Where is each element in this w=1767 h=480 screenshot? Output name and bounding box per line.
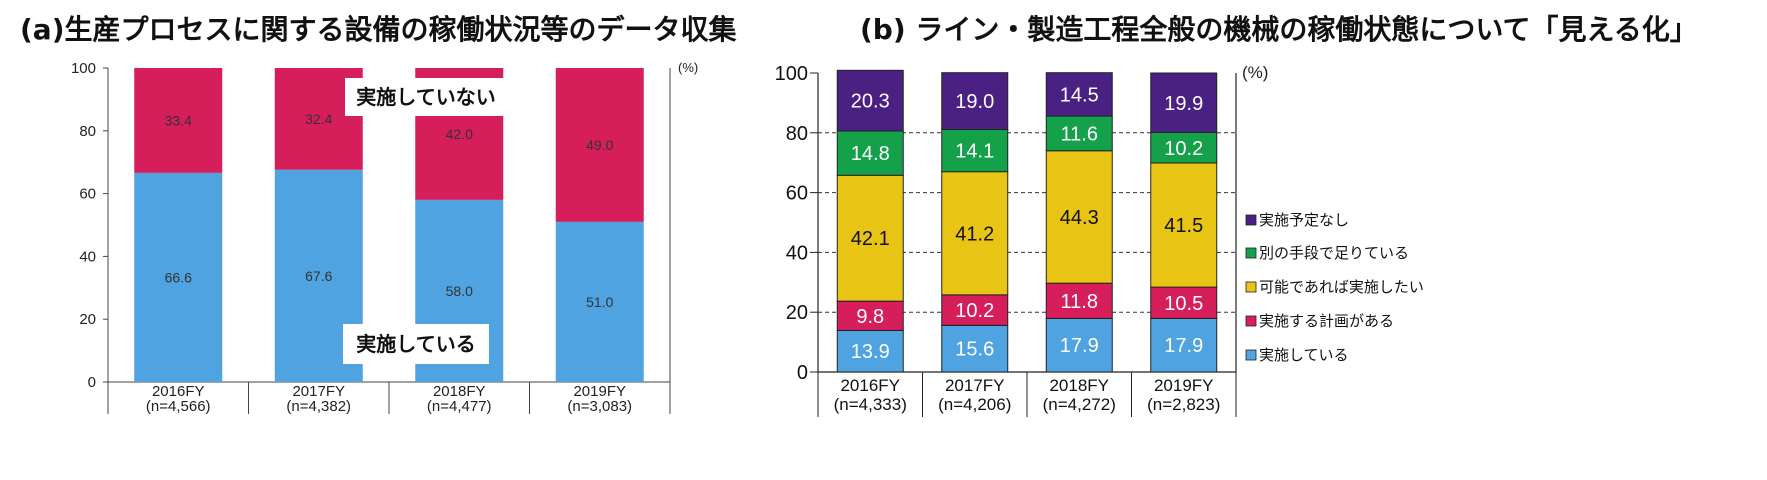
data-label: 67.6 bbox=[305, 268, 332, 284]
sample-size-label: (n=4,382) bbox=[286, 398, 351, 415]
bar-segment bbox=[836, 69, 904, 132]
data-label: 19.0 bbox=[955, 91, 994, 113]
category-label: 2018FY bbox=[433, 383, 486, 400]
category-label: 2016FY bbox=[840, 376, 900, 395]
category-label: 2019FY bbox=[573, 383, 626, 400]
y-tick-label: 60 bbox=[786, 183, 808, 205]
data-label: 10.5 bbox=[1164, 293, 1203, 315]
callout-box-not-implemented bbox=[345, 78, 507, 116]
unit-label: (%) bbox=[678, 60, 698, 75]
bar-segment bbox=[555, 68, 644, 222]
data-label: 49.0 bbox=[586, 137, 613, 153]
data-label: 11.6 bbox=[1061, 123, 1098, 145]
sample-size-label: (n=4,206) bbox=[938, 395, 1011, 414]
data-label: 32.4 bbox=[305, 111, 332, 127]
bar-segment bbox=[941, 72, 1009, 131]
legend-label: 別の手段で足りている bbox=[1259, 244, 1409, 262]
y-tick-label: 80 bbox=[79, 123, 96, 140]
y-tick-label: 60 bbox=[79, 186, 96, 203]
y-tick-label: 100 bbox=[71, 60, 96, 77]
category-label: 2018FY bbox=[1049, 376, 1109, 395]
category-label: 2017FY bbox=[292, 383, 345, 400]
y-tick-label: 40 bbox=[786, 242, 808, 264]
bar-segment bbox=[836, 130, 904, 176]
data-label: 15.6 bbox=[955, 339, 994, 361]
legend-swatch bbox=[1245, 315, 1257, 327]
legend-label: 可能であれば実施したい bbox=[1259, 278, 1424, 296]
data-label: 10.2 bbox=[955, 300, 994, 322]
unit-label: (%) bbox=[1242, 63, 1268, 82]
chart-a: 0 20 40 60 80 100 (%) 66.6 33.4 2016FY(n=4,566) 67… bbox=[71, 60, 698, 415]
data-label: 41.5 bbox=[1164, 215, 1203, 237]
data-label: 10.2 bbox=[1164, 138, 1203, 160]
data-label: 51.0 bbox=[586, 294, 613, 310]
data-label: 13.9 bbox=[851, 341, 890, 363]
bar-segment bbox=[836, 300, 904, 331]
bar-segment bbox=[134, 172, 223, 382]
sample-size-label: (n=4,566) bbox=[146, 398, 211, 415]
bar-segment bbox=[941, 129, 1009, 173]
sample-size-label: (n=4,272) bbox=[1043, 395, 1116, 414]
category-label: 2016FY bbox=[152, 383, 205, 400]
sample-size-label: (n=2,823) bbox=[1147, 395, 1220, 414]
sample-size-label: (n=3,083) bbox=[567, 398, 632, 415]
legend-label: 実施する計画がある bbox=[1259, 312, 1394, 330]
bar-segment bbox=[555, 221, 644, 382]
legend-label: 実施している bbox=[1259, 346, 1349, 364]
data-label: 42.1 bbox=[851, 228, 890, 250]
y-tick-label: 20 bbox=[786, 302, 808, 324]
callout-not-implemented: 実施していない bbox=[356, 85, 495, 109]
y-tick-label: 100 bbox=[775, 63, 808, 85]
data-label: 17.9 bbox=[1164, 335, 1203, 357]
bar-segment bbox=[1045, 115, 1113, 152]
legend-swatch bbox=[1245, 214, 1257, 226]
chart-a-title: (a)生産プロセスに関する設備の稼働状況等のデータ収集 bbox=[20, 13, 737, 46]
chart-b-title: (b) ライン・製造工程全般の機械の稼働状態について「見える化」 bbox=[860, 13, 1698, 46]
category-label: 2017FY bbox=[945, 376, 1005, 395]
y-tick-label: 0 bbox=[88, 374, 96, 391]
data-label: 33.4 bbox=[165, 112, 192, 128]
data-label: 14.8 bbox=[851, 143, 890, 165]
data-label: 19.9 bbox=[1164, 93, 1203, 115]
legend-swatch bbox=[1245, 247, 1257, 259]
data-label: 9.8 bbox=[856, 306, 884, 328]
sample-size-label: (n=4,333) bbox=[834, 395, 907, 414]
data-label: 41.2 bbox=[955, 223, 994, 245]
legend-swatch bbox=[1245, 349, 1257, 361]
bar-segment bbox=[1045, 72, 1113, 117]
bar-segment bbox=[1150, 72, 1218, 134]
sample-size-label: (n=4,477) bbox=[427, 398, 492, 415]
bar-segment bbox=[1045, 150, 1113, 284]
y-tick-label: 0 bbox=[797, 362, 808, 384]
bar-segment bbox=[134, 68, 223, 173]
bar-segment bbox=[941, 294, 1009, 326]
bar-segment bbox=[941, 171, 1009, 296]
y-tick-label: 40 bbox=[79, 248, 96, 265]
bar-segment bbox=[1150, 162, 1218, 288]
callout-implemented: 実施している bbox=[356, 332, 475, 356]
bar-segment bbox=[1150, 317, 1218, 373]
data-label: 66.6 bbox=[165, 269, 192, 285]
data-label: 42.0 bbox=[446, 126, 473, 142]
data-label: 11.8 bbox=[1061, 291, 1098, 313]
data-label: 17.9 bbox=[1060, 335, 1099, 357]
y-tick-label: 20 bbox=[79, 311, 96, 328]
bar-segment bbox=[1150, 132, 1218, 164]
data-label: 58.0 bbox=[446, 283, 473, 299]
y-tick-label: 80 bbox=[786, 123, 808, 145]
data-label: 14.5 bbox=[1060, 84, 1099, 106]
category-label: 2019FY bbox=[1154, 376, 1214, 395]
data-label: 44.3 bbox=[1060, 207, 1099, 229]
legend-label: 実施予定なし bbox=[1259, 211, 1349, 229]
legend-swatch bbox=[1245, 281, 1257, 293]
data-label: 14.1 bbox=[955, 141, 994, 163]
bar-segment bbox=[1045, 317, 1113, 373]
callout-box-implemented bbox=[343, 324, 489, 364]
data-label: 20.3 bbox=[851, 91, 890, 113]
